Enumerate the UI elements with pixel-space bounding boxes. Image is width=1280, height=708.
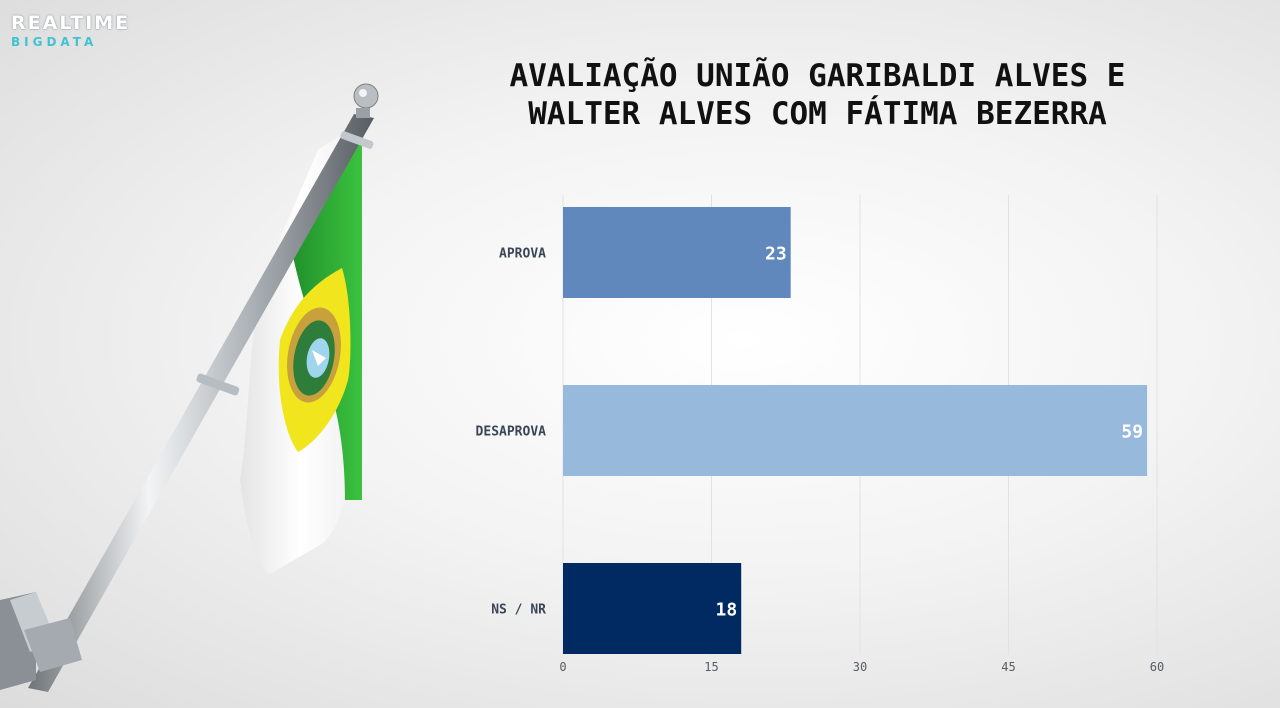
data-label-1: 59 [1121,422,1143,443]
category-label-0: APROVA [499,247,546,262]
bar-2 [563,563,742,654]
x-tick-label-0: 0 [559,660,566,674]
x-tick-label-4: 60 [1150,660,1164,674]
brand-logo: REALTIME BIGDATA [11,12,131,49]
chart-title: AVALIAÇÃO UNIÃO GARIBALDI ALVES E WALTER… [470,57,1165,133]
flag-pole-illustration [0,83,379,692]
category-label-1: DESAPROVA [476,425,547,440]
bar-0 [563,207,791,298]
data-label-2: 18 [716,600,738,621]
data-label-0: 23 [765,244,787,265]
bar-1 [563,385,1148,476]
x-tick-label-3: 45 [1001,660,1015,674]
category-label-2: NS / NR [491,603,546,618]
brand-line-1: REALTIME [11,12,131,34]
title-line-2: WALTER ALVES COM FÁTIMA BEZERRA [528,96,1107,132]
x-tick-label-2: 30 [853,660,867,674]
title-line-1: AVALIAÇÃO UNIÃO GARIBALDI ALVES E [509,58,1126,94]
brand-line-2: BIGDATA [11,35,98,49]
x-tick-label-1: 15 [704,660,718,674]
